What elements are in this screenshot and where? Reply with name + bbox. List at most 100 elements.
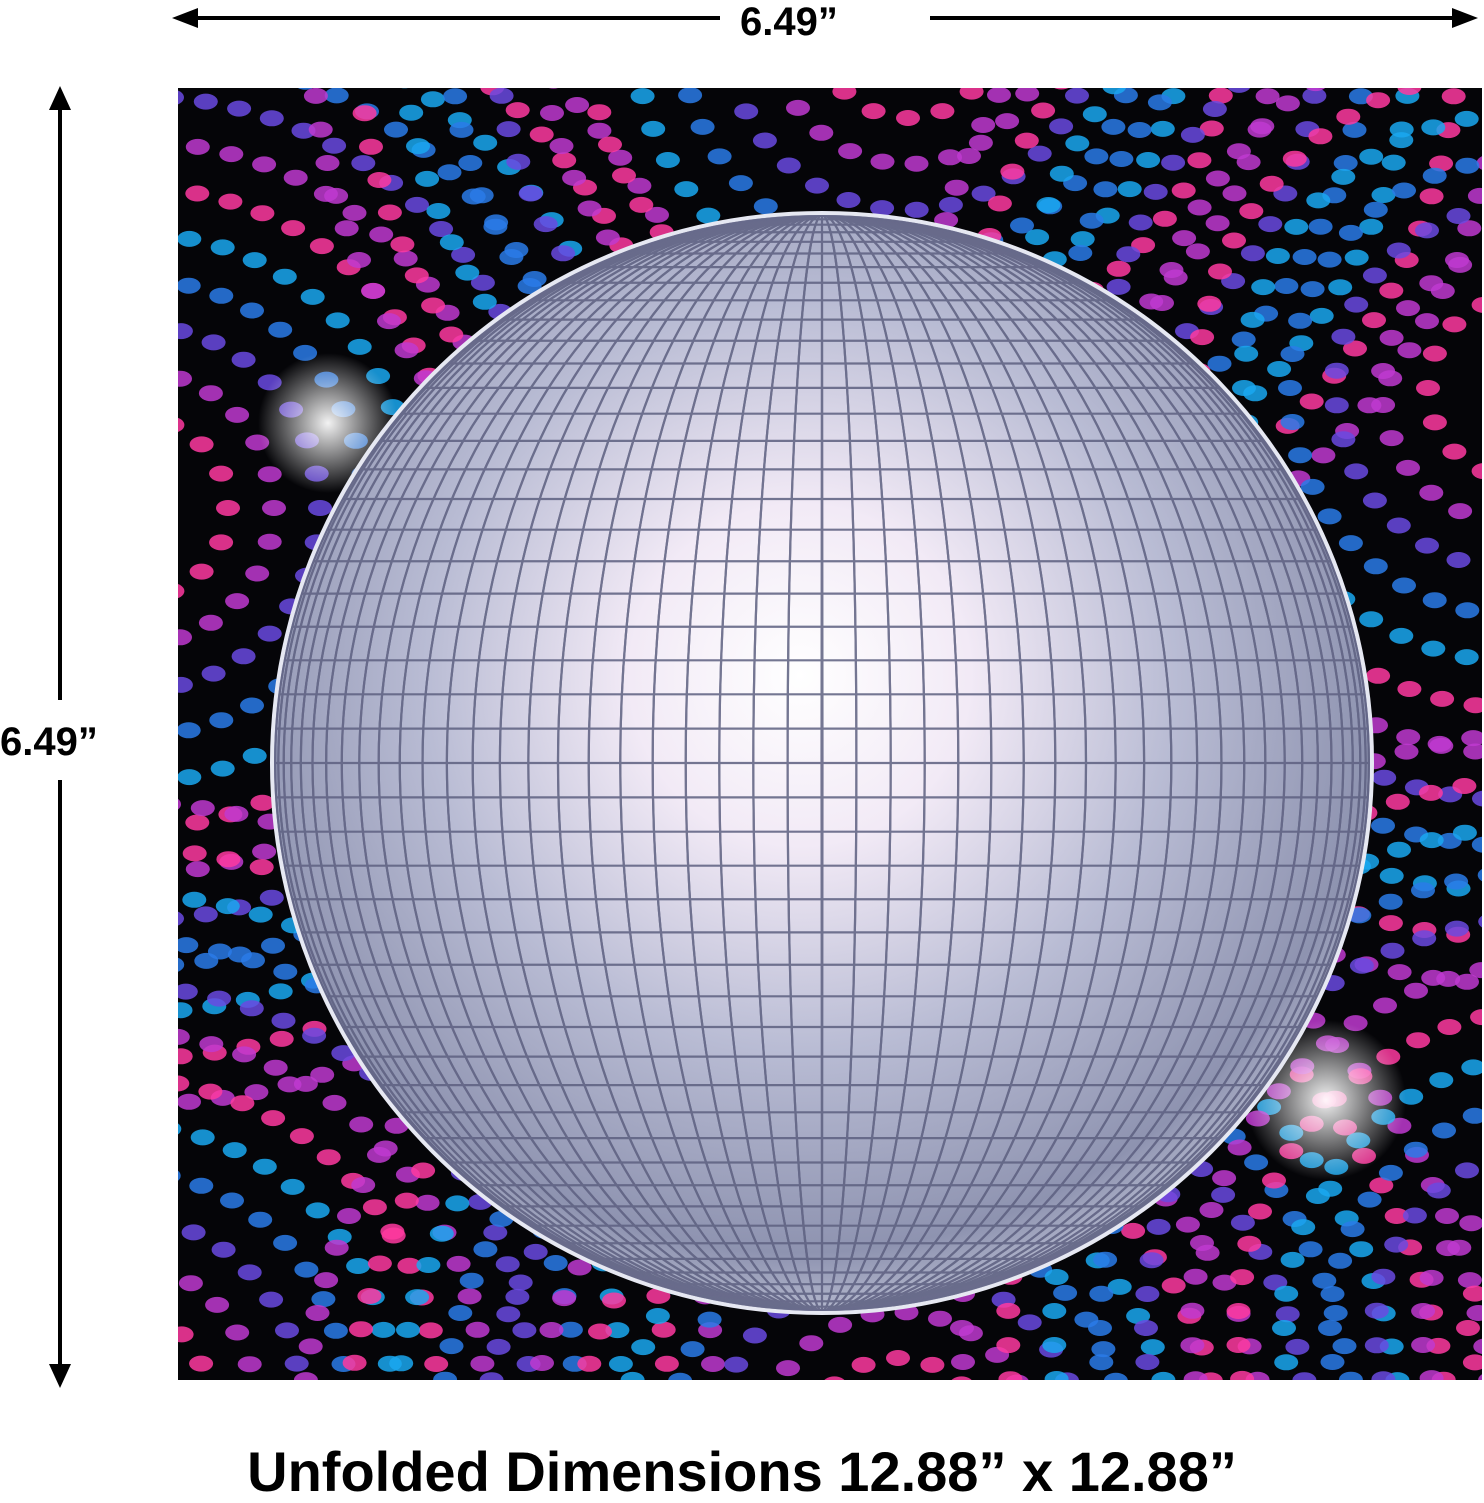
pattern-dot <box>743 1328 767 1344</box>
pattern-dot <box>1031 103 1055 119</box>
pattern-dot <box>1299 1241 1323 1257</box>
pattern-dot <box>243 252 267 268</box>
pattern-dot <box>1373 998 1397 1014</box>
pattern-dot <box>186 861 210 877</box>
pattern-dot <box>1435 1208 1459 1224</box>
pattern-dot <box>448 1305 472 1321</box>
pattern-dot <box>1379 894 1403 910</box>
pattern-dot <box>1144 184 1168 200</box>
pattern-dot <box>1371 1269 1395 1285</box>
pattern-dot <box>497 121 521 137</box>
pattern-dot <box>1404 1142 1428 1158</box>
pattern-dot <box>674 181 698 197</box>
pattern-dot <box>447 1256 471 1272</box>
pattern-dot <box>294 1076 318 1092</box>
pattern-dot <box>1420 1270 1444 1286</box>
pattern-dot <box>190 564 214 580</box>
pattern-dot <box>304 88 328 104</box>
pattern-dot <box>421 298 445 314</box>
pattern-dot <box>294 1262 318 1278</box>
pattern-dot <box>602 1293 626 1309</box>
pattern-dot <box>227 101 251 117</box>
pattern-dot <box>1333 1338 1357 1354</box>
pattern-dot <box>384 122 408 138</box>
pattern-dot <box>1444 874 1468 890</box>
pattern-dot <box>1222 233 1246 249</box>
pattern-dot <box>325 88 349 103</box>
pattern-dot <box>275 1322 299 1338</box>
pattern-dot <box>1382 155 1406 171</box>
pattern-dot <box>1395 744 1419 760</box>
pattern-dot <box>1371 363 1395 379</box>
pattern-dot <box>252 156 276 172</box>
pattern-dot <box>1065 88 1089 104</box>
pattern-dot <box>1232 380 1256 396</box>
pattern-dot <box>838 143 862 159</box>
pattern-dot <box>466 1322 490 1338</box>
pattern-dot <box>1176 1217 1200 1233</box>
pattern-dot <box>324 1323 348 1339</box>
pattern-dot <box>268 322 292 338</box>
pattern-dot <box>323 1095 347 1111</box>
pattern-dot <box>1228 1140 1252 1156</box>
pattern-dot <box>424 1356 448 1372</box>
pattern-dot <box>264 1060 288 1076</box>
pattern-dot <box>473 1241 497 1257</box>
pattern-dot <box>631 1339 655 1355</box>
pattern-dot <box>1420 832 1444 848</box>
pattern-dot <box>1180 1303 1204 1319</box>
pattern-dot <box>1456 1320 1480 1336</box>
pattern-dot <box>419 1322 443 1338</box>
pattern-dot <box>1447 208 1471 224</box>
pattern-dot <box>1116 246 1140 262</box>
pattern-dot <box>1428 736 1452 752</box>
pattern-dot <box>1136 152 1160 168</box>
pattern-dot <box>1036 197 1060 213</box>
pattern-dot <box>421 91 445 107</box>
pattern-dot <box>1411 1303 1435 1319</box>
pattern-dot <box>216 851 240 867</box>
pattern-dot <box>1321 1286 1345 1302</box>
pattern-dot <box>189 1356 213 1372</box>
pattern-dot <box>681 1341 705 1357</box>
pattern-dot <box>862 103 886 119</box>
pattern-dot <box>309 122 333 138</box>
pattern-dot <box>189 1178 213 1194</box>
pattern-dot <box>1306 1188 1330 1204</box>
pattern-dot <box>565 97 589 113</box>
pattern-dot <box>343 1355 367 1371</box>
pattern-dot <box>805 178 829 194</box>
pattern-dot <box>211 761 235 777</box>
pattern-dot <box>1250 118 1274 134</box>
pattern-dot <box>1309 219 1333 235</box>
pattern-dot <box>1404 983 1428 999</box>
pattern-dot <box>405 1289 429 1305</box>
pattern-dot <box>786 100 810 116</box>
pattern-dot <box>1000 164 1024 180</box>
pattern-dot <box>178 231 201 247</box>
pattern-dot <box>224 806 248 822</box>
pattern-dot <box>852 1357 876 1373</box>
pattern-dot <box>776 1360 800 1376</box>
pattern-dot <box>240 1000 264 1016</box>
pattern-dot <box>596 230 620 246</box>
pattern-dot <box>216 500 240 516</box>
pattern-dot <box>1421 119 1445 135</box>
pattern-dot <box>1042 1337 1066 1353</box>
pattern-dot <box>186 139 210 155</box>
pattern-dot <box>1186 243 1210 259</box>
pattern-dot <box>641 121 665 137</box>
pattern-dot <box>1237 1236 1261 1252</box>
pattern-dot <box>1310 308 1334 324</box>
pattern-dot <box>734 103 758 119</box>
pattern-dot <box>1359 611 1383 627</box>
pattern-dot <box>1150 295 1174 311</box>
pattern-dot <box>380 1224 404 1240</box>
pattern-dot <box>232 1046 256 1062</box>
pattern-dot <box>1181 127 1205 143</box>
pattern-dot <box>809 125 833 141</box>
pattern-dot <box>1025 229 1049 245</box>
pattern-dot <box>199 615 223 631</box>
pattern-dot <box>1065 135 1089 151</box>
pattern-dot <box>440 1338 464 1354</box>
